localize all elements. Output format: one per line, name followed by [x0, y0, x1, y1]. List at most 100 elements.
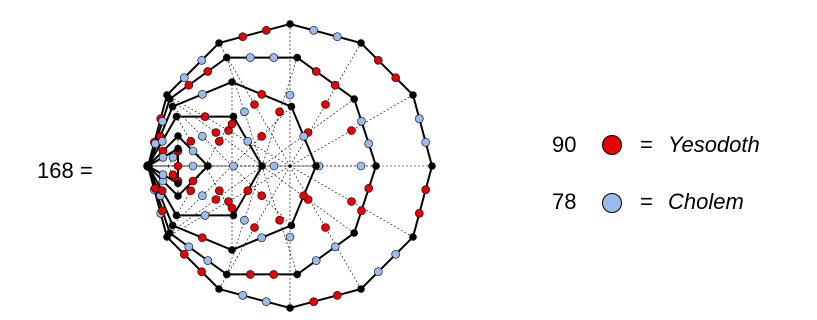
vertex-node: [174, 179, 182, 188]
radius-dot: [257, 132, 267, 141]
edge-dot: [158, 206, 167, 215]
shared-vertex-node: [143, 161, 153, 171]
vertex-node: [372, 162, 380, 170]
radius-dot: [211, 128, 221, 137]
vertex-node: [228, 246, 236, 254]
radius-dot: [186, 137, 196, 146]
blue-circle-icon: [602, 193, 622, 213]
radius-dot: [275, 107, 284, 117]
edge-dot: [330, 242, 340, 252]
vertex-node: [312, 162, 320, 170]
radius-dot: [250, 223, 259, 232]
vertex-node: [286, 20, 294, 28]
vertex-node: [215, 39, 223, 47]
edge-dot: [180, 73, 189, 82]
edge-dot: [332, 32, 342, 42]
vertex-node: [174, 192, 182, 200]
radius-dot: [198, 132, 207, 141]
edge-dot: [188, 176, 198, 186]
edge-dot: [197, 267, 206, 277]
edge-dot: [269, 53, 279, 62]
edge-dot: [238, 32, 247, 42]
radius-dot: [356, 161, 366, 171]
radius-dot: [227, 203, 237, 213]
edge-dot: [391, 250, 401, 259]
edge-dot: [246, 53, 255, 62]
edge-dot: [330, 80, 340, 90]
vertex-node: [229, 112, 238, 121]
radius-dot: [285, 90, 295, 100]
edge-dot: [257, 233, 267, 242]
radius-dot: [321, 100, 330, 109]
vertex-node: [409, 233, 417, 241]
vertex-node: [168, 221, 177, 230]
vertex-node: [204, 162, 212, 170]
radius-dot: [198, 191, 207, 200]
edge-dot: [200, 112, 210, 121]
edge-dot: [180, 250, 189, 259]
radius-dot: [215, 186, 224, 195]
edge-dot: [257, 90, 267, 99]
yesodoth-equals: =: [640, 132, 653, 157]
vertex-node: [174, 144, 182, 153]
vertex-node: [293, 270, 302, 279]
edge-dot: [184, 242, 194, 252]
edge-dot: [357, 206, 366, 215]
edge-dot: [261, 297, 271, 307]
vertex-node: [229, 211, 238, 220]
radius-dot: [347, 126, 356, 135]
radius-dot: [224, 197, 233, 206]
edge-dot: [391, 73, 401, 82]
edge-dot: [246, 270, 255, 279]
vertex-node: [357, 285, 365, 293]
edge-dot: [158, 137, 167, 146]
edge-dot: [269, 270, 279, 279]
radius-dot: [250, 100, 259, 109]
vertex-node: [172, 112, 181, 121]
edge-dot: [309, 297, 319, 307]
radius-dot: [269, 161, 279, 171]
edge-dot: [261, 25, 271, 35]
edge-dot: [311, 256, 321, 265]
edge-dot: [173, 161, 183, 171]
edge-dot: [200, 211, 210, 220]
vertex-node: [286, 304, 294, 312]
edge-dot: [311, 67, 321, 76]
radius-dot: [227, 119, 237, 129]
vertex-node: [287, 221, 296, 230]
vertex-node: [409, 91, 417, 99]
radius-dot: [285, 232, 295, 242]
edge-dot: [357, 117, 366, 126]
yesodoth-count: 90: [552, 132, 577, 157]
cholem-count: 78: [552, 189, 577, 214]
edge-dot: [299, 132, 309, 141]
vertex-node: [293, 53, 302, 62]
total-equation-label: 168 =: [37, 158, 93, 183]
radius-dot: [240, 215, 249, 225]
radius-dot: [211, 195, 221, 204]
edge-dot: [414, 209, 424, 218]
vertex-node: [166, 95, 174, 103]
edge-dot: [158, 153, 168, 162]
vertex-node: [350, 229, 359, 237]
vertex-node: [168, 102, 177, 111]
edge-dot: [158, 117, 167, 126]
radius-dot: [321, 223, 330, 232]
vertex-node: [223, 53, 231, 62]
vertex-node: [166, 229, 174, 237]
radius-dot: [188, 161, 198, 171]
edge-dot: [157, 186, 167, 195]
radius-dot: [347, 197, 356, 206]
vertex-node: [350, 95, 359, 103]
edge-dot: [421, 185, 431, 194]
radius-dot: [224, 126, 233, 135]
red-circle-icon: [602, 135, 622, 155]
cholem-equals: =: [640, 189, 653, 214]
edge-dot: [364, 139, 374, 148]
edge-dot: [197, 55, 206, 65]
vertex-node: [223, 270, 231, 279]
edge-dot: [309, 25, 319, 35]
vertex-node: [357, 39, 365, 47]
radius-dot: [229, 161, 238, 171]
